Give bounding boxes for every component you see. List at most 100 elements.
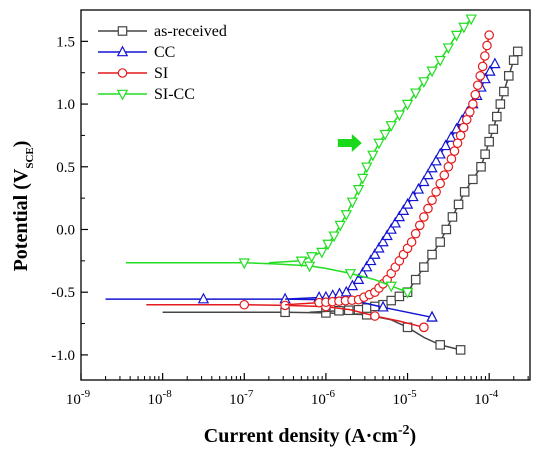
data-point-marker: [410, 88, 422, 100]
data-point-marker: [443, 161, 454, 172]
x-tick-label: 10-6: [311, 388, 336, 408]
data-point-marker: [322, 239, 334, 251]
data-point-marker: [450, 30, 463, 42]
x-tick-label: 10-7: [229, 388, 254, 408]
data-point-marker: [197, 292, 210, 304]
data-point-marker: [465, 14, 477, 26]
data-point-marker: [352, 273, 365, 284]
data-point-marker: [458, 22, 470, 34]
data-point-marker: [116, 45, 129, 57]
y-tick-label: 1.5: [56, 34, 75, 50]
y-axis-title: Potential (VSCE): [10, 141, 36, 272]
data-point-marker: [352, 185, 365, 196]
data-point-marker: [426, 66, 438, 78]
data-point-marker: [381, 229, 393, 241]
data-point-marker: [239, 299, 250, 310]
data-point-marker: [426, 310, 438, 322]
legend-label-as-received: as-received: [154, 23, 227, 40]
data-point-marker: [410, 228, 421, 239]
data-point-marker: [427, 195, 437, 206]
SI-anodic-line: [285, 34, 490, 306]
data-point-marker: [450, 122, 463, 134]
data-point-marker: [488, 124, 499, 134]
data-point-marker: [370, 311, 380, 321]
data-point-marker: [407, 190, 419, 202]
series-curves: [105, 14, 523, 355]
data-point-marker: [361, 260, 373, 272]
data-point-marker: [410, 274, 421, 285]
data-point-marker: [401, 197, 414, 209]
data-point-marker: [439, 170, 450, 180]
data-point-marker: [458, 122, 469, 133]
data-point-marker: [414, 220, 425, 231]
data-point-marker: [472, 80, 483, 91]
x-tick-label: 10-8: [148, 388, 173, 408]
x-tick-label: 10-5: [392, 388, 417, 408]
data-point-marker: [393, 210, 406, 222]
data-point-marker: [447, 212, 458, 222]
data-point-marker: [361, 162, 373, 174]
data-point-marker: [477, 61, 488, 72]
data-point-marker: [484, 136, 494, 147]
data-point-marker: [480, 149, 490, 160]
data-point-marker: [280, 300, 290, 311]
data-point-marker: [412, 182, 425, 194]
data-point-marker: [377, 300, 389, 312]
data-point-marker: [449, 146, 460, 156]
x-axis-title-close: ): [410, 425, 417, 447]
data-point-marker: [328, 231, 340, 243]
series-SI: [146, 30, 494, 333]
data-point-marker: [117, 26, 128, 36]
data-point-marker: [377, 235, 389, 247]
y-tick-label: -1.0: [51, 348, 75, 364]
data-point-marker: [394, 291, 405, 302]
data-point-marker: [442, 43, 455, 55]
data-point-marker: [495, 99, 506, 109]
data-point-marker: [435, 178, 445, 189]
data-point-marker: [480, 51, 490, 61]
y-tick-label: 0.5: [56, 160, 75, 176]
data-point-marker: [393, 110, 406, 122]
data-point-marker: [418, 77, 430, 88]
data-point-marker: [334, 220, 346, 232]
data-point-marker: [385, 223, 397, 234]
data-point-marker: [401, 287, 414, 299]
data-point-marker: [340, 285, 353, 297]
data-point-marker: [238, 258, 250, 270]
SI-CC-anodic-line: [268, 18, 472, 264]
series-SI-CC: [125, 14, 477, 299]
data-point-marker: [356, 173, 369, 185]
data-point-marker: [484, 64, 496, 76]
data-point-marker: [455, 345, 466, 355]
data-point-marker: [468, 174, 478, 185]
data-point-marker: [492, 111, 502, 122]
data-point-marker: [484, 30, 494, 40]
legend-label-CC: CC: [154, 44, 175, 61]
x-axis-title-superscript: -2: [398, 423, 410, 438]
data-point-marker: [434, 147, 446, 159]
x-tick-label: 10-9: [66, 388, 91, 408]
data-point-marker: [385, 121, 397, 132]
data-point-marker: [489, 57, 501, 69]
data-point-marker: [435, 340, 445, 350]
data-point-marker: [316, 247, 328, 259]
data-point-marker: [452, 138, 463, 149]
data-point-marker: [475, 71, 486, 81]
data-point-marker: [365, 254, 377, 266]
y-tick-label: -0.5: [51, 285, 75, 301]
CC-anodic-line: [285, 63, 496, 300]
data-point-marker: [430, 154, 442, 166]
y-axis-title-subscript: SCE: [24, 147, 36, 168]
data-point-marker: [389, 216, 401, 228]
data-point-marker: [303, 261, 316, 273]
data-point-marker: [367, 150, 379, 162]
data-point-marker: [346, 279, 359, 291]
data-point-marker: [431, 187, 441, 197]
data-point-marker: [422, 168, 434, 180]
axes: 10-9 10-8 10-7 10-6 10-5 10-4 -1.0 -0.5 0.0 0.5 1.…: [51, 9, 531, 408]
data-point-marker: [455, 130, 466, 141]
data-point-marker: [439, 139, 452, 151]
data-point-marker: [427, 249, 437, 260]
annotation-layer: [337, 133, 362, 152]
